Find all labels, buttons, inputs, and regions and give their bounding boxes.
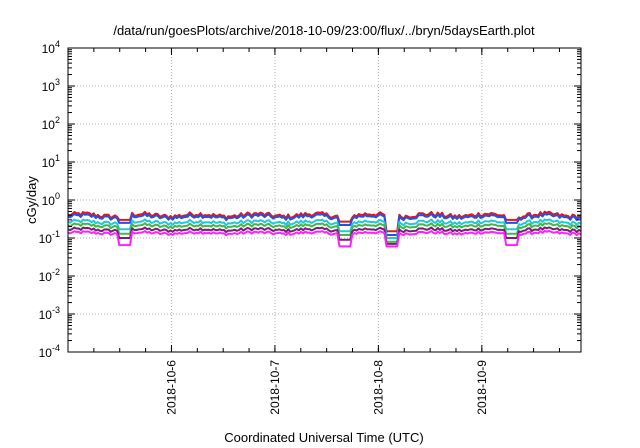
- x-tick-label: 2018-10-8: [371, 360, 385, 415]
- x-tick-label: 2018-10-7: [268, 360, 282, 415]
- series-line: [67, 212, 582, 236]
- series-line: [67, 218, 582, 239]
- series-line: [67, 230, 582, 248]
- y-tick-label: 100: [42, 191, 60, 208]
- y-ticks: 104 103 102 101 100 10-1 10-2 10-3 10-4: [39, 39, 581, 360]
- y-tick-label: 101: [42, 153, 60, 170]
- series-line: [67, 226, 582, 245]
- x-axis-label: Coordinated Universal Time (UTC): [224, 430, 423, 445]
- series-line: [67, 210, 582, 233]
- y-axis-label: cGy/day: [24, 176, 39, 224]
- y-tick-label: 104: [42, 39, 60, 56]
- grid: [68, 48, 581, 352]
- x-ticks: 2018-10-6 2018-10-7 2018-10-8 2018-10-9: [67, 48, 560, 415]
- y-tick-label: 103: [42, 77, 60, 94]
- y-tick-label: 10-2: [39, 267, 60, 284]
- y-tick-label: 10-4: [39, 343, 60, 360]
- x-tick-label: 2018-10-9: [475, 360, 489, 415]
- series-line: [67, 222, 582, 243]
- chart-title: /data/run/goesPlots/archive/2018-10-09/2…: [113, 23, 535, 38]
- series-group: [67, 210, 582, 248]
- x-tick-label: 2018-10-6: [164, 360, 178, 415]
- y-tick-label: 10-3: [39, 305, 60, 322]
- y-tick-label: 10-1: [39, 229, 60, 246]
- y-tick-label: 102: [42, 115, 60, 132]
- plot-frame: [67, 47, 582, 353]
